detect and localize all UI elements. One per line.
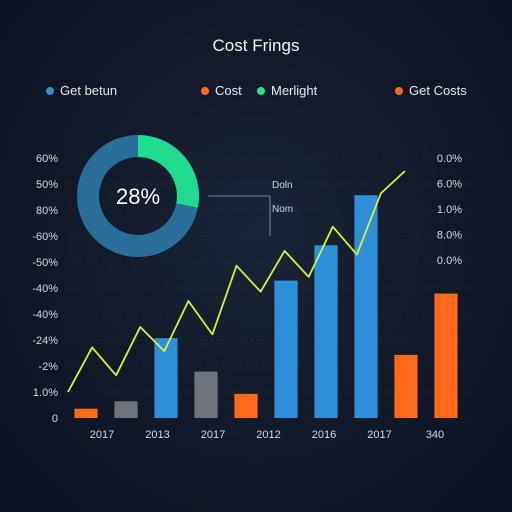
bar-series bbox=[74, 195, 458, 418]
legend-swatch-cost bbox=[201, 86, 209, 95]
x-tick-label: 2017 bbox=[201, 429, 225, 441]
y-tick-label-right: 1.0% bbox=[437, 204, 462, 216]
bar bbox=[354, 195, 378, 418]
bar bbox=[154, 338, 178, 418]
legend-label-cost: Cost bbox=[215, 83, 242, 98]
y-tick-label-left: 50% bbox=[36, 179, 58, 191]
donut-chart: 28% bbox=[77, 135, 199, 257]
bar bbox=[234, 393, 258, 418]
x-tick-label: 2016 bbox=[312, 429, 336, 441]
legend-swatch-get-betun bbox=[46, 86, 54, 95]
legend-swatch-merlight bbox=[257, 86, 265, 95]
y-tick-label-left: -50% bbox=[32, 257, 58, 269]
right-axis-ticks: 0.0% 6.0% 1.0% 8.0% 0.0% bbox=[437, 153, 462, 267]
x-tick-label: 2017 bbox=[367, 429, 391, 441]
legend-item-get-betun: Get betun bbox=[46, 83, 117, 98]
legend-label-merlight: Merlight bbox=[271, 83, 318, 98]
bar bbox=[274, 280, 298, 418]
y-tick-label-left: 1.0% bbox=[33, 387, 58, 399]
x-tick-label: 2017 bbox=[90, 429, 114, 441]
chart-title: Cost Frings bbox=[212, 36, 300, 55]
bar bbox=[114, 401, 138, 418]
legend-item-cost: Cost bbox=[201, 83, 242, 98]
legend-swatch-get-costs bbox=[395, 86, 403, 95]
legend-label-get-costs: Get Costs bbox=[409, 83, 467, 98]
legend-label-get-betun: Get betun bbox=[60, 83, 118, 98]
y-tick-label-left: -60% bbox=[32, 231, 58, 243]
y-tick-label-left: 0 bbox=[52, 413, 58, 425]
annotations: Doln Nom bbox=[208, 180, 293, 236]
x-tick-label: 2013 bbox=[145, 429, 169, 441]
y-tick-label-right: 6.0% bbox=[437, 179, 462, 191]
donut-segment bbox=[77, 135, 199, 257]
bar bbox=[434, 293, 458, 418]
x-tick-label: 340 bbox=[426, 429, 444, 441]
bar bbox=[194, 371, 218, 418]
x-axis-ticks: 2017 2013 2017 2012 2016 2017 340 bbox=[90, 429, 444, 441]
y-tick-label-left: 80% bbox=[36, 205, 58, 217]
trend-line bbox=[67, 170, 406, 393]
annotation-label: Nom bbox=[272, 204, 293, 215]
y-tick-label-left: -40% bbox=[32, 309, 58, 321]
legend-item-merlight: Merlight bbox=[257, 83, 317, 98]
bar bbox=[74, 408, 98, 418]
y-tick-label-right: 8.0% bbox=[437, 230, 462, 242]
y-tick-label-left: 60% bbox=[36, 153, 58, 165]
y-tick-label-left: -2% bbox=[38, 361, 58, 373]
bar bbox=[314, 245, 338, 418]
legend-item-get-costs: Get Costs bbox=[395, 83, 467, 98]
line-series bbox=[67, 170, 406, 393]
y-tick-label-right: 0.0% bbox=[437, 153, 462, 165]
donut-label: 28% bbox=[116, 184, 160, 209]
bar bbox=[394, 354, 418, 418]
annotation-label: Doln bbox=[272, 180, 293, 191]
y-tick-label-left: -24% bbox=[32, 335, 58, 347]
y-tick-label-right: 0.0% bbox=[437, 255, 462, 267]
y-tick-label-left: -40% bbox=[32, 283, 58, 295]
x-tick-label: 2012 bbox=[256, 429, 280, 441]
left-axis-ticks: 60% 50% 80% -60% -50% -40% -40% -24% -2% 1.0% 0 bbox=[32, 153, 58, 425]
